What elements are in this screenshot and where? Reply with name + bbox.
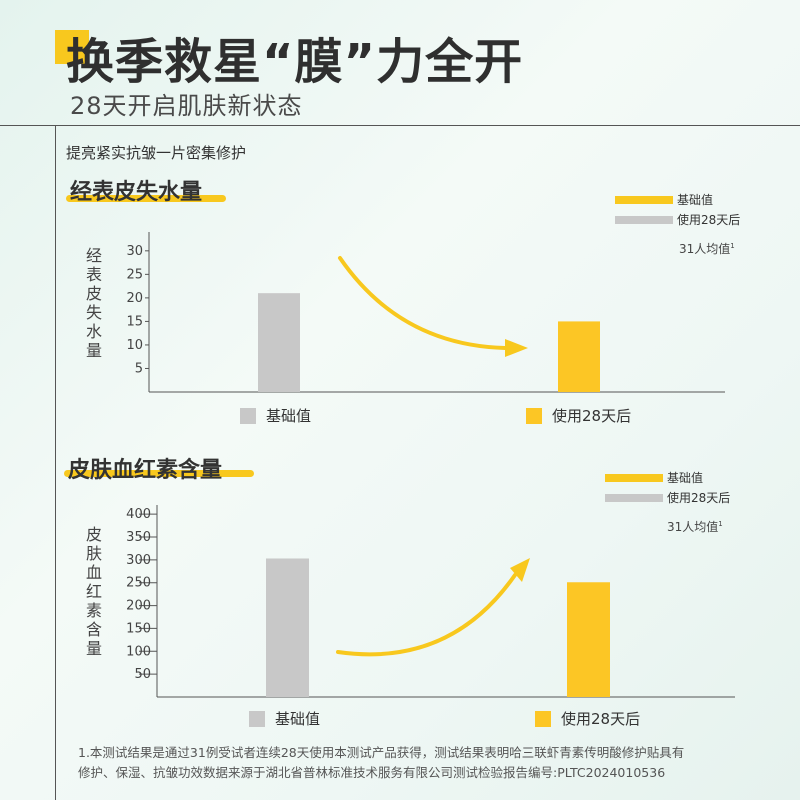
header-divider	[0, 125, 800, 126]
footnote: 1.本测试结果是通过31例受试者连续28天使用本测试产品获得，测试结果表明哈三联…	[78, 743, 778, 783]
page-title: 换季救星“膜”力全开	[66, 34, 524, 90]
chart1-tick-label: 25	[126, 267, 143, 282]
chart1-tick-label: 30	[126, 244, 143, 259]
chart1-sample-note-ref: 1	[730, 242, 735, 250]
chart1-bar-baseline	[258, 293, 300, 392]
chart2-ylabel: 皮肤血红素含量	[85, 525, 102, 658]
chart1-title-underline	[66, 195, 226, 202]
chart2-legend-after-swatch	[605, 493, 663, 502]
chart2-tick-label: 100	[126, 644, 151, 659]
chart2-tick-label: 200	[126, 599, 151, 614]
chart2-tick-label: 50	[134, 667, 151, 682]
chart2-legend-baseline-label: 基础值	[667, 471, 704, 485]
chart2-xlegend-baseline-label: 基础值	[275, 710, 321, 728]
chart1-xlegend-baseline: 基础值	[240, 405, 311, 426]
chart2-legend-after-label: 使用28天后	[667, 491, 731, 505]
chart2-title: 皮肤血红素含量	[68, 458, 223, 483]
chart2-xlegend-after-swatch	[535, 710, 551, 727]
footnote-line-1: 1.本测试结果是通过31例受试者连续28天使用本测试产品获得，测试结果表明哈三联…	[78, 745, 685, 760]
chart1-tick-label: 10	[126, 338, 143, 353]
chart2-bar-baseline	[266, 558, 309, 697]
chart2-xlegend-after-label: 使用28天后	[561, 710, 641, 728]
chart1-sample-note-text: 31人均值	[679, 242, 731, 256]
tagline: 提亮紧实抗皱一片密集修护	[66, 144, 247, 162]
chart1-ylabel: 经表皮失水量	[85, 246, 102, 360]
chart1-legend-baseline-label: 基础值	[677, 193, 714, 207]
page-subtitle: 28天开启肌肤新状态	[70, 92, 303, 120]
footnote-line-2: 修护、保湿、抗皱功效数据来源于湖北省普林标准技术服务有限公司测试检验报告编号:P…	[78, 765, 666, 780]
chart2-tick-label: 350	[126, 530, 151, 545]
chart1-bar-after	[558, 321, 600, 392]
chart2-sample-note: 31人均值1	[667, 518, 723, 535]
chart2-sample-note-text: 31人均值	[667, 520, 719, 534]
chart1-xlegend-baseline-swatch	[240, 407, 256, 424]
chart2-legend-baseline: 基础值	[605, 469, 703, 486]
chart2-xlegend-baseline-swatch	[249, 710, 265, 727]
chart2-sample-note-ref: 1	[718, 520, 723, 528]
chart1-title: 经表皮失水量	[70, 180, 203, 205]
chart2-trend-arrow	[336, 573, 517, 657]
chart1-tick-label: 20	[126, 291, 143, 306]
chart1-trend-arrow-head	[505, 339, 528, 357]
chart2-trend-arrow-head	[510, 558, 530, 582]
chart1-xlegend-after-swatch	[526, 407, 542, 424]
chart1-legend-after-label: 使用28天后	[677, 213, 741, 227]
chart1-xlegend-after-label: 使用28天后	[552, 407, 632, 425]
chart1-legend-baseline: 基础值	[615, 191, 713, 208]
chart1-sample-note: 31人均值1	[679, 240, 735, 257]
chart1-xlegend-after: 使用28天后	[526, 405, 631, 426]
chart2-tick-label: 300	[126, 553, 151, 568]
chart1-legend-after-swatch	[615, 215, 673, 224]
chart2-xlegend-after: 使用28天后	[535, 708, 640, 729]
chart1-tick-label: 5	[135, 361, 143, 376]
chart2-tick-label: 150	[126, 621, 151, 636]
chart2-bar-after	[567, 582, 610, 697]
title-accent-block	[55, 30, 89, 64]
chart1-legend-after: 使用28天后	[615, 211, 740, 228]
chart2-tick-label: 400	[126, 507, 151, 522]
chart1-xlegend-baseline-label: 基础值	[266, 407, 312, 425]
chart2-legend-baseline-swatch	[605, 473, 663, 482]
chart1-legend-baseline-swatch	[615, 195, 673, 204]
chart2-title-underline	[64, 470, 254, 477]
left-divider	[55, 125, 56, 800]
chart2-legend-after: 使用28天后	[605, 489, 730, 506]
chart2-tick-label: 250	[126, 576, 151, 591]
chart1-trend-arrow	[338, 256, 507, 350]
chart1-tick-label: 15	[126, 314, 143, 329]
chart2-xlegend-baseline: 基础值	[249, 708, 320, 729]
